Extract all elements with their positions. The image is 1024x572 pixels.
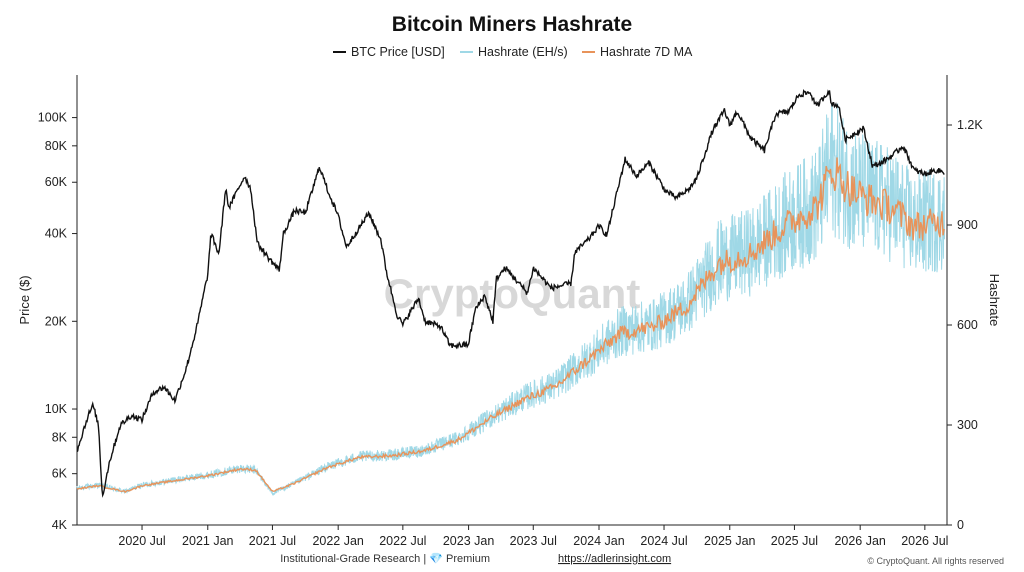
right-tick-label: 900 xyxy=(957,218,978,232)
left-tick-label: 20K xyxy=(45,314,68,328)
left-tick-label: 80K xyxy=(45,139,68,153)
left-tick-label: 100K xyxy=(38,111,68,125)
x-tick-label: 2026 Jan xyxy=(834,534,885,548)
left-tick-label: 8K xyxy=(52,430,68,444)
left-tick-label: 10K xyxy=(45,402,68,416)
x-tick-label: 2022 Jul xyxy=(379,534,426,548)
x-tick-label: 2026 Jul xyxy=(901,534,948,548)
x-tick-label: 2024 Jan xyxy=(573,534,624,548)
x-tick-label: 2021 Jul xyxy=(249,534,296,548)
x-tick-label: 2023 Jul xyxy=(510,534,557,548)
legend: BTC Price [USD] Hashrate (EH/s) Hashrate… xyxy=(333,45,693,59)
series-line-hashrate-ma xyxy=(76,157,945,494)
x-tick-label: 2021 Jan xyxy=(182,534,233,548)
x-tick-label: 2023 Jan xyxy=(443,534,494,548)
legend-label-hashrate-ma[interactable]: Hashrate 7D MA xyxy=(600,45,693,59)
footer-text: Institutional-Grade Research | 💎 Premium xyxy=(280,552,490,565)
legend-label-btc-price[interactable]: BTC Price [USD] xyxy=(351,45,445,59)
right-tick-label: 1.2K xyxy=(957,118,983,132)
plot-area xyxy=(76,89,945,498)
left-axis-ticks: 4K 6K 8K 10K 20K 40K 60K 80K 100K xyxy=(38,111,77,532)
copyright: © CryptoQuant. All rights reserved xyxy=(867,556,1004,566)
x-axis-ticks: 2020 Jul 2021 Jan 2021 Jul 2022 Jan 2022 Jul… xyxy=(118,525,948,548)
right-axis-ticks: 0 300 600 900 1.2K xyxy=(947,118,983,532)
x-tick-label: 2022 Jan xyxy=(312,534,363,548)
x-tick-label: 2024 Jul xyxy=(640,534,687,548)
x-tick-label: 2025 Jul xyxy=(771,534,818,548)
footer-link[interactable]: https://adlerinsight.com xyxy=(558,553,671,565)
series-line-btc-price xyxy=(76,89,945,498)
x-tick-label: 2020 Jul xyxy=(118,534,165,548)
x-tick-label: 2025 Jan xyxy=(704,534,755,548)
left-axis-title: Price ($) xyxy=(17,275,32,324)
right-axis-title: Hashrate xyxy=(987,274,1002,327)
right-tick-label: 300 xyxy=(957,418,978,432)
left-tick-label: 40K xyxy=(45,227,68,241)
legend-label-hashrate[interactable]: Hashrate (EH/s) xyxy=(478,45,568,59)
left-tick-label: 60K xyxy=(45,175,68,189)
chart-title: Bitcoin Miners Hashrate xyxy=(392,13,632,36)
left-tick-label: 4K xyxy=(52,518,68,532)
right-tick-label: 600 xyxy=(957,318,978,332)
left-tick-label: 6K xyxy=(52,467,68,481)
right-tick-label: 0 xyxy=(957,518,964,532)
